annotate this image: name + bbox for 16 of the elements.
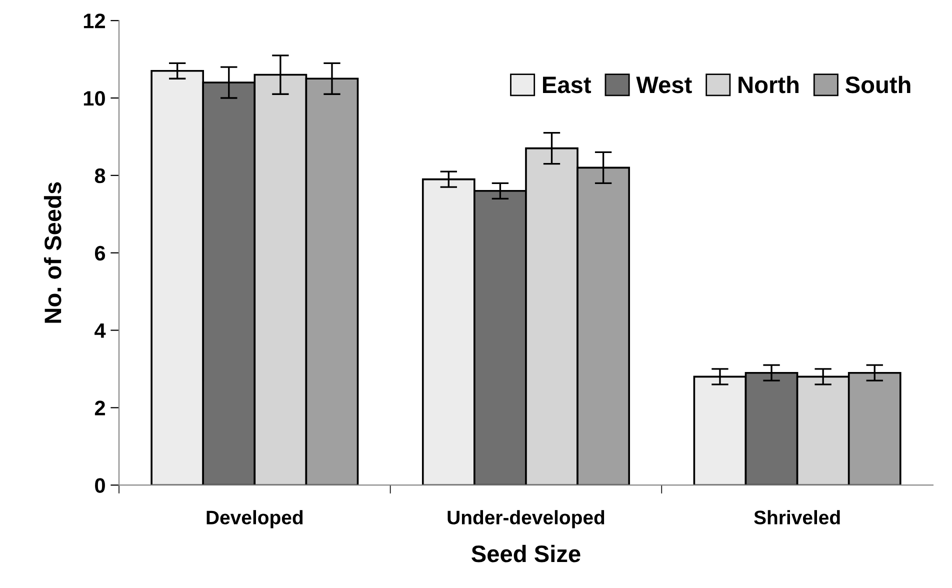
y-tick-label: 10	[84, 91, 105, 106]
legend-label: East	[543, 76, 592, 94]
x-tick-label: Under-developed	[448, 510, 604, 528]
x-tick-label: Shriveled	[754, 510, 840, 524]
y-tick-label: 8	[94, 168, 106, 184]
y-tick-label: 6	[94, 246, 106, 261]
y-tick-label: 0	[95, 478, 105, 493]
legend-label: North	[738, 76, 799, 94]
x-tick-label: Developed	[206, 510, 303, 528]
legend-label: West	[636, 76, 692, 94]
y-axis-title: No. of Seeds	[44, 182, 62, 323]
x-axis-title: Seed Size	[472, 544, 580, 562]
legend-label: South	[846, 76, 910, 94]
y-tick-label: 2	[94, 400, 105, 416]
y-tick-label: 12	[84, 14, 105, 28]
y-tick-label: 4	[94, 323, 106, 338]
